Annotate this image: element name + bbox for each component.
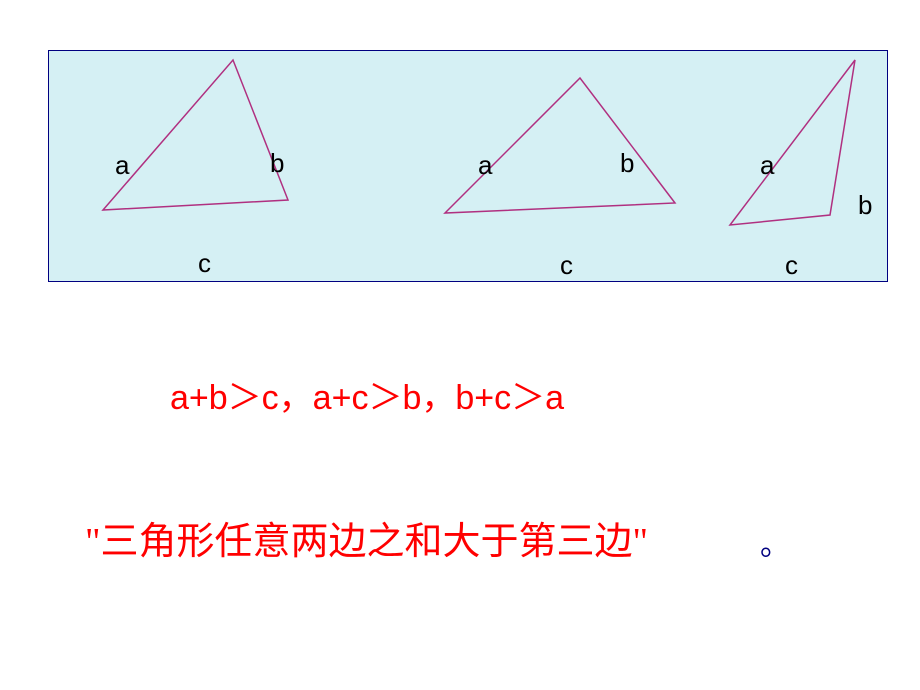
t3-label-b: b <box>858 190 872 221</box>
triangle-3 <box>720 50 900 260</box>
t1-label-c: c <box>198 248 211 279</box>
triangle-1 <box>48 50 348 260</box>
t2-label-b: b <box>620 148 634 179</box>
t1-label-a: a <box>115 150 129 181</box>
t3-label-c: c <box>785 250 798 281</box>
period: 。 <box>760 520 790 564</box>
t1-label-b: b <box>270 148 284 179</box>
t2-label-a: a <box>478 150 492 181</box>
t3-label-a: a <box>760 150 774 181</box>
t2-label-c: c <box>560 250 573 281</box>
inequality-formula: a+b＞c，a+c＞b，b+c＞a <box>170 370 564 419</box>
triangle-inequality-theorem: "三角形任意两边之和大于第三边" <box>85 510 648 565</box>
triangle-2 <box>415 58 715 268</box>
